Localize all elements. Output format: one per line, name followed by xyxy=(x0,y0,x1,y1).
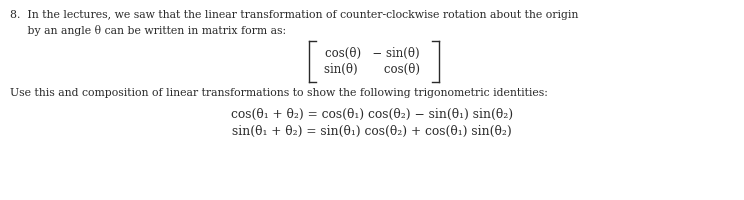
Text: by an angle θ can be written in matrix form as:: by an angle θ can be written in matrix f… xyxy=(10,25,286,36)
Text: sin(θ)       cos(θ): sin(θ) cos(θ) xyxy=(324,63,420,76)
Text: cos(θ)   − sin(θ): cos(θ) − sin(θ) xyxy=(324,47,420,60)
Text: 8.  In the lectures, we saw that the linear transformation of counter-clockwise : 8. In the lectures, we saw that the line… xyxy=(10,10,578,20)
Text: cos(θ₁ + θ₂) = cos(θ₁) cos(θ₂) − sin(θ₁) sin(θ₂): cos(θ₁ + θ₂) = cos(θ₁) cos(θ₂) − sin(θ₁)… xyxy=(231,107,513,120)
Text: sin(θ₁ + θ₂) = sin(θ₁) cos(θ₂) + cos(θ₁) sin(θ₂): sin(θ₁ + θ₂) = sin(θ₁) cos(θ₂) + cos(θ₁)… xyxy=(232,124,512,137)
Text: Use this and composition of linear transformations to show the following trigono: Use this and composition of linear trans… xyxy=(10,88,548,98)
